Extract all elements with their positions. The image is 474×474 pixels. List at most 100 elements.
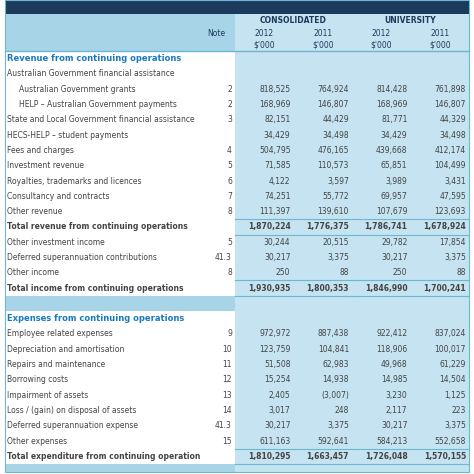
Text: 34,498: 34,498	[439, 131, 466, 140]
Text: 44,429: 44,429	[322, 115, 349, 124]
Text: 71,585: 71,585	[264, 161, 291, 170]
Text: 887,438: 887,438	[318, 329, 349, 338]
Bar	[352, 326, 469, 342]
Bar	[235, 27, 352, 39]
Text: 584,213: 584,213	[376, 437, 408, 446]
Text: Investment revenue: Investment revenue	[7, 161, 84, 170]
Text: 146,807: 146,807	[318, 100, 349, 109]
Bar	[235, 372, 352, 388]
Bar	[235, 388, 352, 403]
Text: 34,429: 34,429	[381, 131, 408, 140]
Text: 439,668: 439,668	[376, 146, 408, 155]
Text: CONSOLIDATED: CONSOLIDATED	[260, 16, 327, 25]
Bar	[5, 51, 469, 66]
Bar	[352, 464, 469, 472]
Text: 4,122: 4,122	[269, 176, 291, 185]
Bar	[5, 449, 469, 464]
Text: Deferred superannuation contributions: Deferred superannuation contributions	[7, 253, 157, 262]
Text: Fees and charges: Fees and charges	[7, 146, 74, 155]
Bar	[235, 128, 352, 143]
Text: 17,854: 17,854	[439, 237, 466, 246]
Text: 44,329: 44,329	[439, 115, 466, 124]
Text: 30,217: 30,217	[264, 253, 291, 262]
Text: 9: 9	[227, 329, 232, 338]
Text: Other income: Other income	[7, 268, 59, 277]
Bar	[5, 418, 469, 433]
Bar	[5, 250, 469, 265]
Text: 223: 223	[452, 406, 466, 415]
Text: 922,412: 922,412	[376, 329, 408, 338]
Text: Expenses from continuing operations: Expenses from continuing operations	[7, 314, 184, 323]
Bar	[235, 112, 352, 128]
Text: 74,251: 74,251	[264, 192, 291, 201]
Text: 2012: 2012	[372, 28, 391, 37]
Text: 1,800,353: 1,800,353	[307, 283, 349, 292]
Text: 3: 3	[227, 115, 232, 124]
Bar	[5, 342, 469, 357]
Bar	[352, 39, 469, 51]
Bar	[235, 189, 352, 204]
Bar	[235, 39, 352, 51]
Bar	[5, 189, 469, 204]
Text: 30,217: 30,217	[264, 421, 291, 430]
Text: 1,810,295: 1,810,295	[248, 452, 291, 461]
Text: Consultancy and contracts: Consultancy and contracts	[7, 192, 109, 201]
Bar	[352, 418, 469, 433]
Bar	[352, 128, 469, 143]
Text: HELP – Australian Government payments: HELP – Australian Government payments	[19, 100, 177, 109]
Text: 4: 4	[227, 146, 232, 155]
Text: 2,405: 2,405	[269, 391, 291, 400]
Text: 2: 2	[227, 100, 232, 109]
Text: 81,771: 81,771	[381, 115, 408, 124]
Bar	[5, 433, 469, 449]
Bar	[235, 265, 352, 281]
Bar	[235, 14, 352, 27]
Text: 7: 7	[227, 192, 232, 201]
Text: 65,851: 65,851	[381, 161, 408, 170]
Text: 110,573: 110,573	[318, 161, 349, 170]
Text: 2011: 2011	[430, 28, 449, 37]
Bar	[235, 66, 352, 82]
Bar	[235, 158, 352, 173]
Text: 5: 5	[227, 161, 232, 170]
Text: Impairment of assets: Impairment of assets	[7, 391, 88, 400]
Bar	[235, 281, 352, 296]
Bar	[352, 265, 469, 281]
Bar	[5, 82, 469, 97]
Text: 248: 248	[335, 406, 349, 415]
Text: 1,870,224: 1,870,224	[248, 222, 291, 231]
Text: 476,165: 476,165	[318, 146, 349, 155]
Bar	[352, 14, 469, 27]
Bar	[5, 66, 469, 82]
Text: 30,217: 30,217	[381, 421, 408, 430]
Bar	[5, 357, 469, 372]
Bar	[352, 311, 469, 326]
Text: 250: 250	[276, 268, 291, 277]
Text: 3,230: 3,230	[386, 391, 408, 400]
Bar	[352, 112, 469, 128]
Bar	[5, 326, 469, 342]
Text: 41.3: 41.3	[215, 421, 232, 430]
Text: $'000: $'000	[429, 40, 451, 49]
Text: Note: Note	[207, 28, 225, 37]
Bar	[5, 143, 469, 158]
Bar	[5, 372, 469, 388]
Text: UNIVERSITY: UNIVERSITY	[385, 16, 436, 25]
Bar	[352, 204, 469, 219]
Text: Total income from continuing operations: Total income from continuing operations	[7, 283, 183, 292]
Bar	[235, 449, 352, 464]
Text: 15: 15	[222, 437, 232, 446]
Bar	[352, 173, 469, 189]
Bar	[235, 311, 352, 326]
Text: 1,663,457: 1,663,457	[307, 452, 349, 461]
Text: 3,989: 3,989	[386, 176, 408, 185]
Text: Australian Government grants: Australian Government grants	[19, 85, 136, 94]
Text: 51,508: 51,508	[264, 360, 291, 369]
Text: 168,969: 168,969	[376, 100, 408, 109]
Text: $'000: $'000	[312, 40, 334, 49]
Bar	[5, 265, 469, 281]
Text: 14,504: 14,504	[439, 375, 466, 384]
Text: 592,641: 592,641	[318, 437, 349, 446]
Text: 34,498: 34,498	[322, 131, 349, 140]
Text: 814,428: 814,428	[376, 85, 408, 94]
